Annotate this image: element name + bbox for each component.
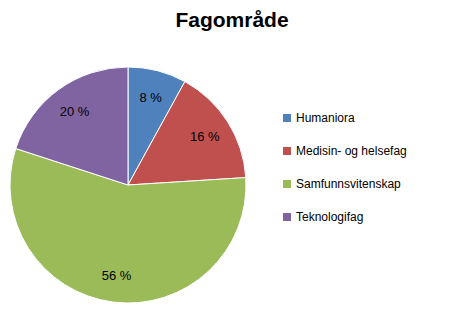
legend-item: Humaniora xyxy=(283,111,355,125)
pie-slice xyxy=(128,82,246,185)
legend-label: Humaniora xyxy=(296,111,355,125)
legend-item: Teknologifag xyxy=(283,210,363,224)
legend-label: Teknologifag xyxy=(296,210,363,224)
legend-swatch xyxy=(283,147,291,155)
legend-item: Samfunnsvitenskap xyxy=(283,177,401,191)
chart-title: Fagområde xyxy=(175,8,288,31)
legend-label: Medisin- og helsefag xyxy=(296,144,407,158)
legend: Humaniora Medisin- og helsefag Samfunnsvit… xyxy=(283,111,407,224)
slices xyxy=(10,67,246,303)
legend-swatch xyxy=(283,213,291,221)
pie: 8 % 16 % 56 % 20 % xyxy=(10,67,246,303)
legend-swatch xyxy=(283,114,291,122)
data-label: 20 % xyxy=(60,104,90,119)
legend-label: Samfunnsvitenskap xyxy=(296,177,401,191)
chart: Fagområde 8 % 16 % 56 % 20 % Humaniora Medisin… xyxy=(0,0,464,315)
data-label: 56 % xyxy=(102,268,132,283)
legend-swatch xyxy=(283,180,291,188)
pie-slice xyxy=(16,67,128,185)
data-label: 16 % xyxy=(190,129,220,144)
legend-item: Medisin- og helsefag xyxy=(283,144,407,158)
data-label: 8 % xyxy=(139,90,162,105)
